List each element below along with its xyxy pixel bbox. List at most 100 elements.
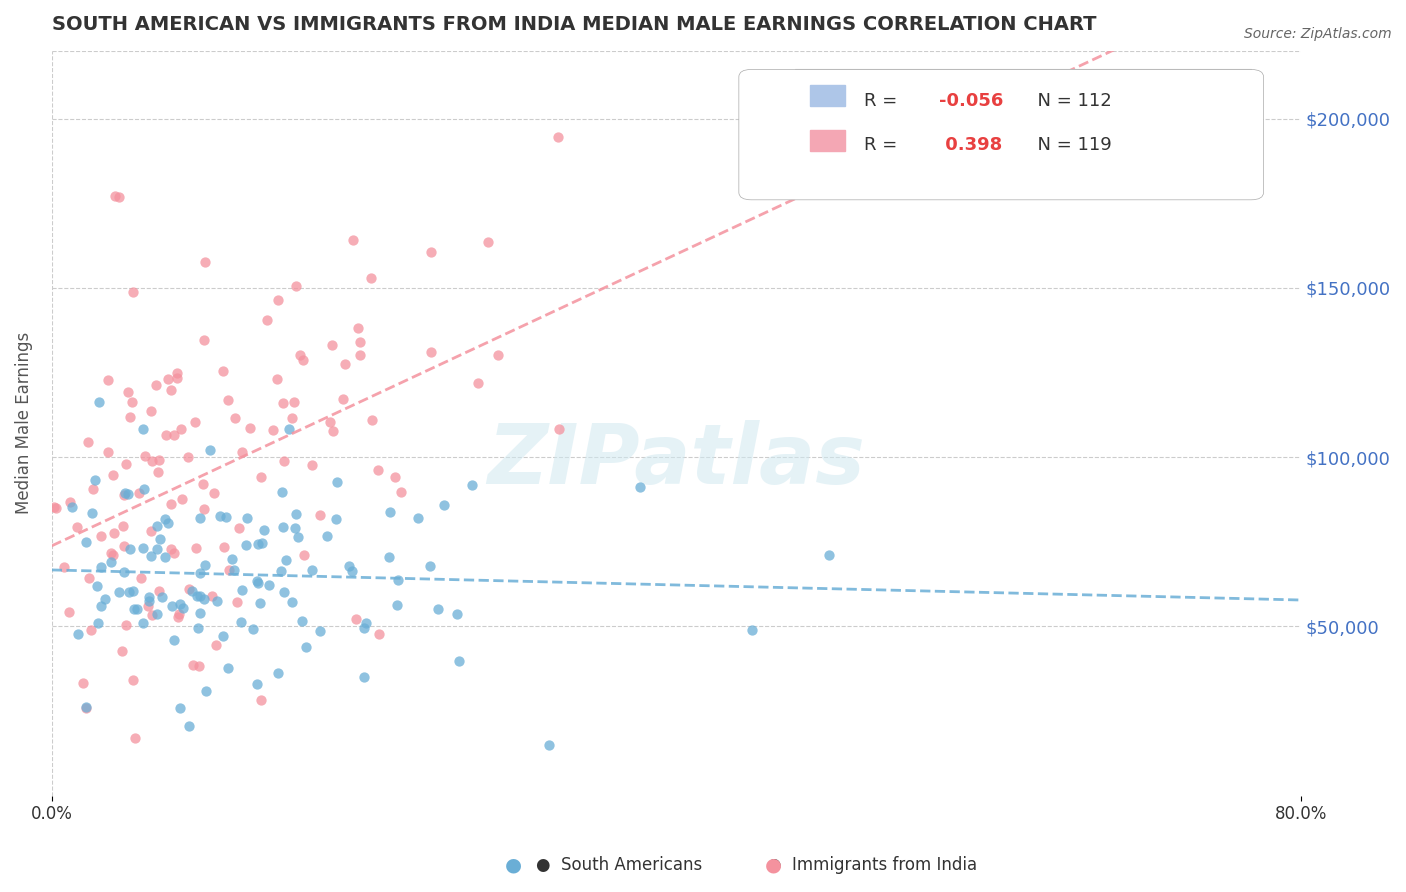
Point [194, 684, 217, 698]
Point [384, 469, 406, 483]
Point [117, 487, 139, 501]
Point [319, 415, 342, 429]
Point [200, 443, 222, 458]
Point [242, 622, 264, 636]
Point [160, 383, 183, 397]
Point [628, 480, 651, 494]
Point [378, 550, 401, 565]
Text: N = 119: N = 119 [1026, 136, 1112, 154]
Point [87, 616, 110, 631]
Point [129, 571, 152, 585]
Point [101, 468, 124, 483]
Point [239, 421, 262, 435]
FancyBboxPatch shape [794, 70, 1251, 185]
Point [547, 130, 569, 145]
Point [163, 633, 186, 648]
Point [273, 585, 295, 599]
Point [191, 477, 214, 491]
Point [108, 584, 131, 599]
Point [340, 564, 363, 578]
Point [202, 486, 225, 500]
Point [267, 665, 290, 680]
Point [270, 564, 292, 578]
Text: ●  South Americans: ● South Americans [536, 856, 702, 874]
Point [389, 484, 412, 499]
Point [122, 602, 145, 616]
Point [215, 510, 238, 524]
Point [301, 458, 323, 472]
Point [136, 599, 159, 613]
Point [117, 585, 139, 599]
Point [75, 534, 97, 549]
Point [100, 545, 122, 559]
Point [291, 614, 314, 628]
Point [86, 579, 108, 593]
Point [159, 542, 181, 557]
Point [285, 507, 308, 521]
Point [101, 548, 124, 562]
Point [246, 537, 269, 551]
Point [177, 719, 200, 733]
Point [353, 670, 375, 684]
Point [132, 482, 155, 496]
Text: ●  Immigrants from India: ● Immigrants from India [766, 856, 977, 874]
Text: N = 112: N = 112 [1026, 92, 1112, 110]
Point [148, 453, 170, 467]
Point [181, 583, 204, 598]
Point [108, 190, 131, 204]
Point [114, 486, 136, 500]
Point [228, 521, 250, 535]
Point [166, 371, 188, 385]
Point [188, 510, 211, 524]
Point [100, 555, 122, 569]
FancyBboxPatch shape [810, 130, 845, 151]
Point [138, 590, 160, 604]
Point [170, 422, 193, 436]
Point [229, 615, 252, 629]
Point [250, 470, 273, 484]
Point [283, 395, 305, 409]
Point [321, 337, 343, 351]
Point [332, 392, 354, 406]
Point [77, 434, 100, 449]
Text: 0.398: 0.398 [939, 136, 1002, 154]
Point [309, 508, 332, 523]
Point [145, 519, 167, 533]
Point [104, 188, 127, 202]
Point [325, 512, 347, 526]
Point [291, 353, 314, 368]
Point [337, 558, 360, 573]
Point [138, 594, 160, 608]
Text: ZIPatlas: ZIPatlas [488, 420, 865, 501]
Point [111, 519, 134, 533]
Point [246, 576, 269, 591]
Point [53, 560, 76, 574]
Point [132, 421, 155, 435]
Point [335, 357, 357, 371]
Point [84, 473, 107, 487]
Point [301, 564, 323, 578]
Point [347, 321, 370, 335]
Point [153, 549, 176, 564]
Point [284, 521, 307, 535]
Point [212, 540, 235, 554]
Point [246, 574, 269, 588]
Point [406, 511, 429, 525]
Point [360, 271, 382, 285]
Point [82, 506, 104, 520]
FancyBboxPatch shape [810, 85, 845, 106]
Point [132, 616, 155, 631]
Point [80, 623, 103, 637]
Point [349, 348, 371, 362]
Point [467, 376, 489, 390]
Point [284, 278, 307, 293]
Point [188, 606, 211, 620]
Point [205, 594, 228, 608]
Point [121, 394, 143, 409]
Point [209, 508, 232, 523]
Point [111, 644, 134, 658]
Point [246, 676, 269, 690]
Point [181, 657, 204, 672]
Point [249, 692, 271, 706]
Point [288, 349, 311, 363]
